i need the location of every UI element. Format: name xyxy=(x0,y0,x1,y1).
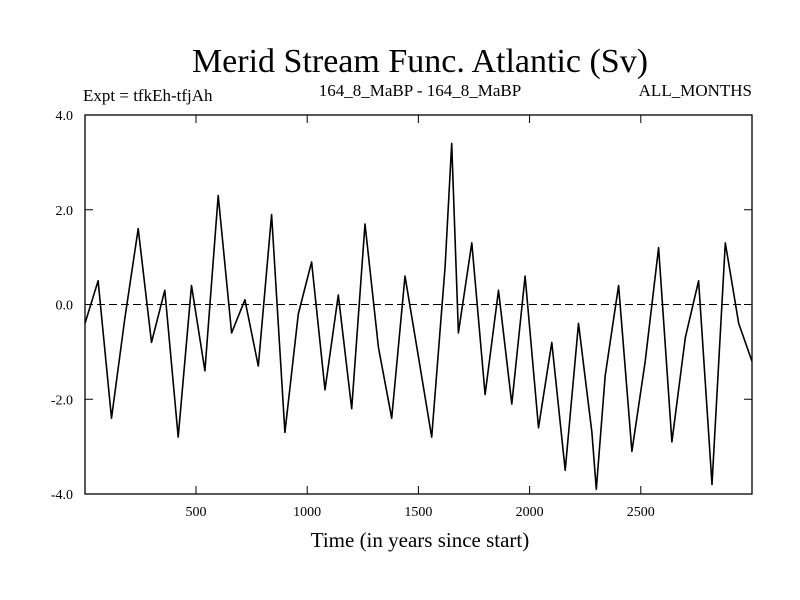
period-label: 164_8_MaBP - 164_8_MaBP xyxy=(319,81,521,100)
series-line xyxy=(84,142,753,491)
x-axis-label: Time (in years since start) xyxy=(311,528,530,552)
x-tick-label: 2000 xyxy=(516,505,544,520)
y-tick-label: -4.0 xyxy=(51,488,73,503)
y-tick-label: -2.0 xyxy=(51,393,73,408)
x-tick-label: 500 xyxy=(185,505,206,520)
months-label: ALL_MONTHS xyxy=(639,81,752,100)
experiment-label: Expt = tfkEh-tfjAh xyxy=(83,86,213,105)
y-tick-label: 0.0 xyxy=(56,299,74,314)
y-tick-label: 2.0 xyxy=(56,204,74,219)
chart-title: Merid Stream Func. Atlantic (Sv) xyxy=(192,43,648,80)
y-tick-label: 4.0 xyxy=(56,109,74,124)
x-tick-label: 1000 xyxy=(293,505,321,520)
x-tick-label: 1500 xyxy=(404,505,432,520)
x-tick-label: 2500 xyxy=(627,505,655,520)
